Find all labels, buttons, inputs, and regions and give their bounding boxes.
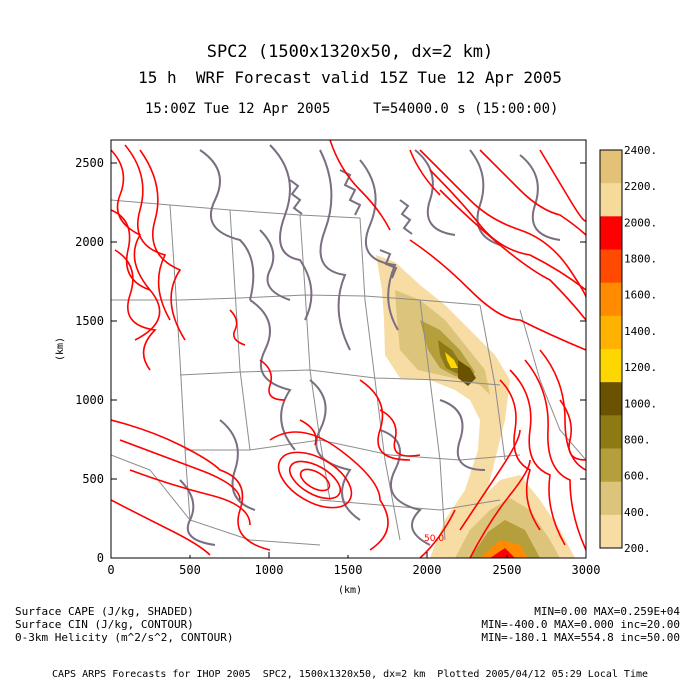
colorbar-swatch — [600, 315, 622, 350]
colorbar-swatch — [600, 150, 622, 184]
colorbar-label: 1600. — [624, 289, 657, 302]
colorbar-swatch — [600, 514, 622, 549]
footer-credits: CAPS ARPS Forecasts for IHOP 2005 SPC2, … — [51, 669, 649, 680]
x-tick-label: 2500 — [493, 563, 522, 577]
forecast-valid-line: 15 h WRF Forecast valid 15Z Tue 12 Apr 2… — [138, 68, 562, 87]
stats-helicity: MIN=-180.1 MAX=554.8 inc=50.00 — [481, 631, 680, 644]
colorbar-swatch — [600, 183, 622, 217]
x-tick-label: 500 — [179, 563, 201, 577]
colorbar-swatch — [600, 349, 622, 383]
colorbar-label: 600. — [624, 470, 651, 483]
y-tick-label: 2000 — [75, 235, 104, 249]
stats-cape: MIN=0.00 MAX=0.259E+04 — [534, 605, 680, 618]
colorbar-label: 2000. — [624, 216, 657, 229]
colorbar-swatch — [600, 415, 622, 449]
x-tick-label: 1500 — [334, 563, 363, 577]
y-tick-label: 1500 — [75, 314, 104, 328]
valid-time: 15:00Z Tue 12 Apr 2005 — [145, 101, 331, 117]
model-time: T=54000.0 s (15:00:00) — [373, 101, 559, 117]
x-tick-label: 1000 — [255, 563, 284, 577]
cape-shading — [376, 255, 575, 558]
colorbar-label: 2400. — [624, 144, 657, 157]
colorbar-label: 800. — [624, 434, 651, 447]
colorbar-swatch — [600, 216, 622, 250]
colorbar-swatch — [600, 282, 622, 317]
cin-contours — [179, 144, 561, 546]
x-tick-label: 2000 — [413, 563, 442, 577]
y-tick-label: 0 — [97, 551, 104, 565]
colorbar-label: 2200. — [624, 180, 657, 193]
colorbar-label: 1800. — [624, 253, 657, 266]
colorbar-frame — [599, 149, 623, 549]
x-axis-label: (km) — [338, 585, 362, 596]
x-tick-label: 3000 — [572, 563, 601, 577]
y-tick-label: 500 — [82, 472, 104, 486]
stats-cin: MIN=-400.0 MAX=0.000 inc=20.00 — [481, 618, 680, 631]
colorbar-swatch — [600, 481, 622, 516]
contour-label: 50.0 — [424, 534, 444, 544]
colorbar-label: 1400. — [624, 325, 657, 338]
colorbar-label: 200. — [624, 542, 651, 555]
legend-cape: Surface CAPE (J/kg, SHADED) — [15, 605, 194, 618]
plot-title: SPC2 (1500x1320x50, dx=2 km) — [206, 42, 494, 62]
legend-cin: Surface CIN (J/kg, CONTOUR) — [15, 618, 194, 631]
colorbar-swatch — [600, 448, 622, 483]
colorbar-label: 1000. — [624, 397, 657, 410]
y-tick-label: 1000 — [75, 393, 104, 407]
colorbar-label: 1200. — [624, 361, 657, 374]
colorbar-swatch — [600, 382, 622, 416]
x-tick-label: 0 — [107, 563, 114, 577]
helicity-contours — [111, 140, 586, 558]
colorbar-label: 400. — [624, 506, 651, 519]
colorbar-swatch — [600, 249, 622, 284]
axis-ticks — [110, 162, 587, 558]
y-tick-label: 2500 — [75, 156, 104, 170]
y-axis-label: (km) — [55, 337, 66, 361]
colorbar: 2400. 2200. 2000. 1800. 1600. 1400. 1200. 1000.… — [599, 144, 657, 555]
legend-helicity: 0-3km Helicity (m^2/s^2, CONTOUR) — [15, 631, 234, 644]
